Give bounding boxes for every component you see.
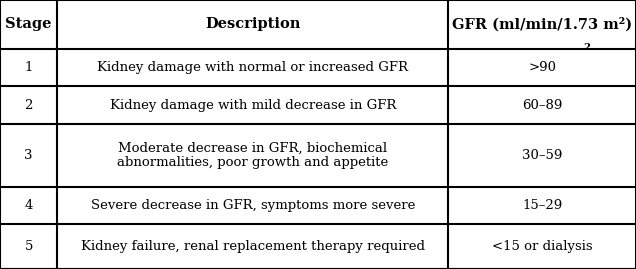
Text: Kidney failure, renal replacement therapy required: Kidney failure, renal replacement therap… [81,240,425,253]
Text: Kidney damage with mild decrease in GFR: Kidney damage with mild decrease in GFR [109,98,396,112]
Text: Kidney damage with normal or increased GFR: Kidney damage with normal or increased G… [97,61,408,74]
Text: 2: 2 [0,268,1,269]
Text: <15 or dialysis: <15 or dialysis [492,240,593,253]
Text: 3: 3 [24,149,33,162]
Text: 4: 4 [24,199,33,212]
Text: 60–89: 60–89 [522,98,562,112]
Text: Moderate decrease in GFR, biochemical
abnormalities, poor growth and appetite: Moderate decrease in GFR, biochemical ab… [117,141,389,169]
Text: 30–59: 30–59 [522,149,562,162]
Text: 1: 1 [24,61,33,74]
Text: 2: 2 [24,98,33,112]
Text: 2: 2 [583,43,590,52]
Text: Description: Description [205,17,300,31]
Text: Stage: Stage [5,17,52,31]
Text: >90: >90 [528,61,556,74]
Text: Severe decrease in GFR, symptoms more severe: Severe decrease in GFR, symptoms more se… [90,199,415,212]
Text: 15–29: 15–29 [522,199,562,212]
Text: GFR (ml/min/1.73 m²): GFR (ml/min/1.73 m²) [452,17,632,32]
Text: 5: 5 [24,240,33,253]
